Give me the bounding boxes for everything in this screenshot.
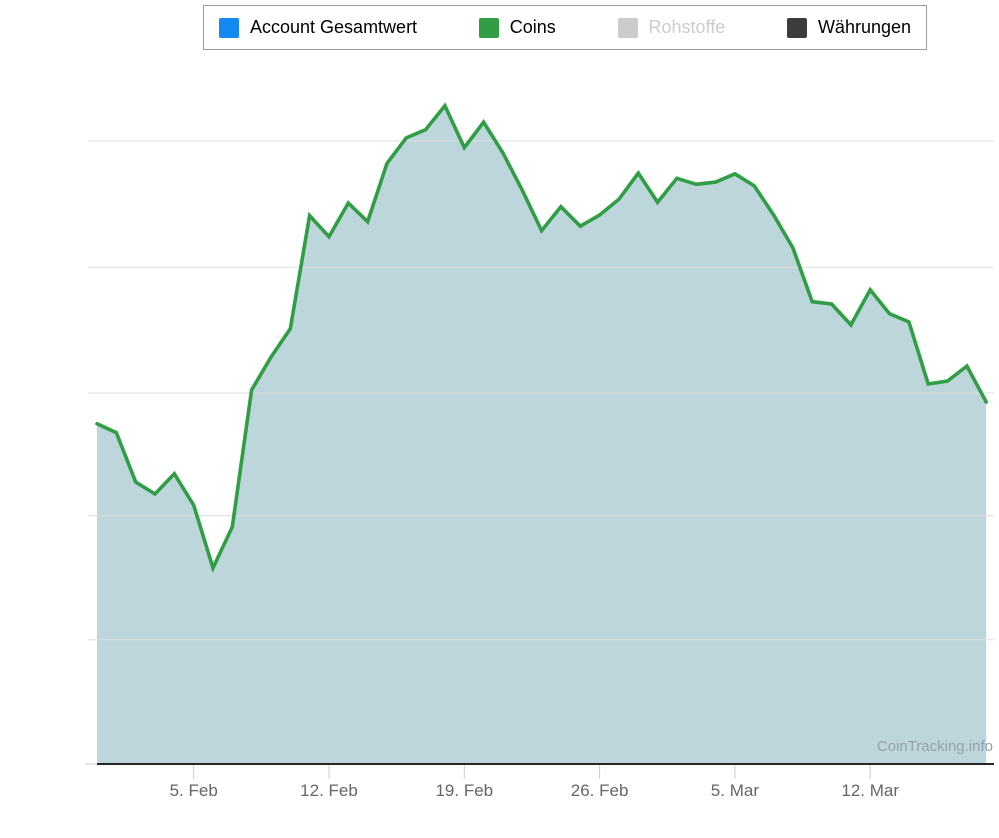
legend-label-account-gesamtwert: Account Gesamtwert [250, 17, 418, 37]
x-axis-label: 12. Feb [300, 781, 358, 800]
coins-series-line [95, 102, 989, 573]
legend-item-coins[interactable]: Coins [478, 17, 556, 38]
legend-label-coins: Coins [509, 17, 556, 37]
legend-swatch-dark-icon [786, 17, 807, 38]
legend-swatch-gray-icon [617, 17, 638, 38]
x-axis-label: 5. Mar [711, 781, 760, 800]
x-axis-label: 19. Feb [435, 781, 493, 800]
legend-label-rohstoffe: Rohstoffe [648, 17, 726, 37]
x-axis-label: 5. Feb [170, 781, 218, 800]
legend-item-waehrungen[interactable]: Währungen [786, 17, 911, 38]
legend-item-rohstoffe[interactable]: Rohstoffe [617, 17, 726, 38]
x-axis-label: 26. Feb [571, 781, 629, 800]
legend-label-waehrungen: Währungen [817, 17, 911, 37]
x-axis-label: 12. Mar [841, 781, 899, 800]
watermark-cointracking[interactable]: CoinTracking.info [877, 738, 993, 755]
area-fill [97, 105, 987, 765]
legend-swatch-blue-icon [219, 17, 239, 38]
legend-item-account-gesamtwert[interactable]: Account Gesamtwert [219, 17, 417, 38]
legend-swatch-green-icon [478, 17, 499, 38]
chart-legend: Account Gesamtwert Coins Rohstoffe Währu… [203, 5, 927, 50]
